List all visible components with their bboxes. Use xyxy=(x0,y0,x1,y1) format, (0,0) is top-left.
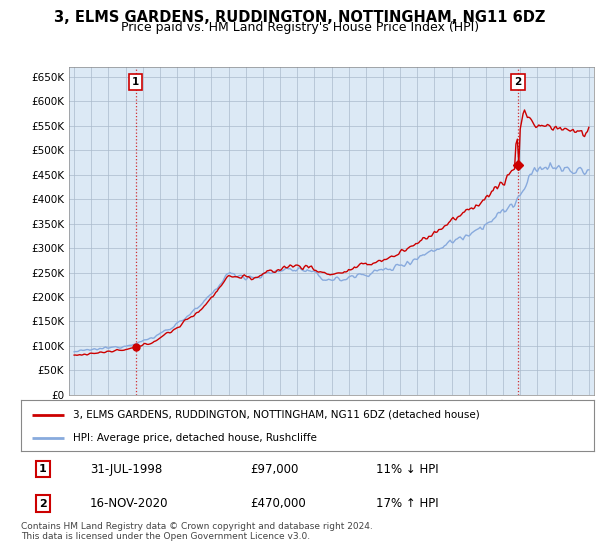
Text: HPI: Average price, detached house, Rushcliffe: HPI: Average price, detached house, Rush… xyxy=(73,433,316,443)
Text: 1: 1 xyxy=(132,77,139,87)
Text: £470,000: £470,000 xyxy=(250,497,306,510)
Text: 1: 1 xyxy=(39,464,47,474)
Text: 2: 2 xyxy=(515,77,522,87)
Text: 31-JUL-1998: 31-JUL-1998 xyxy=(90,463,162,475)
Text: 3, ELMS GARDENS, RUDDINGTON, NOTTINGHAM, NG11 6DZ: 3, ELMS GARDENS, RUDDINGTON, NOTTINGHAM,… xyxy=(55,10,545,25)
Text: Contains HM Land Registry data © Crown copyright and database right 2024.
This d: Contains HM Land Registry data © Crown c… xyxy=(21,522,373,542)
Text: 16-NOV-2020: 16-NOV-2020 xyxy=(90,497,168,510)
Text: £97,000: £97,000 xyxy=(250,463,299,475)
Text: 17% ↑ HPI: 17% ↑ HPI xyxy=(376,497,439,510)
Text: 11% ↓ HPI: 11% ↓ HPI xyxy=(376,463,439,475)
Text: Price paid vs. HM Land Registry's House Price Index (HPI): Price paid vs. HM Land Registry's House … xyxy=(121,21,479,34)
Text: 3, ELMS GARDENS, RUDDINGTON, NOTTINGHAM, NG11 6DZ (detached house): 3, ELMS GARDENS, RUDDINGTON, NOTTINGHAM,… xyxy=(73,409,479,419)
Text: 2: 2 xyxy=(39,499,47,509)
